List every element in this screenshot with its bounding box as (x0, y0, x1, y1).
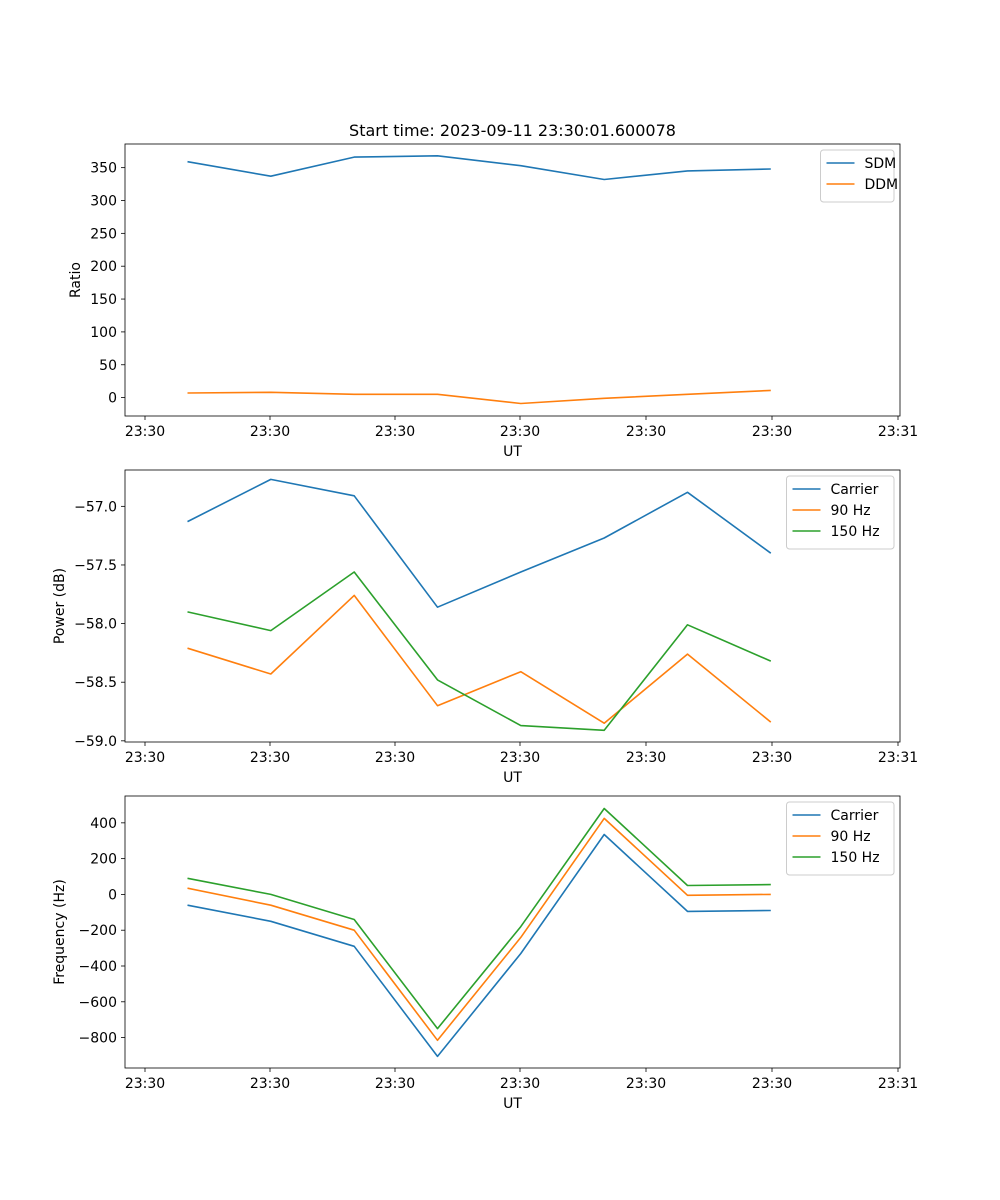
frequency-x-tick-label: 23:30 (752, 1076, 792, 1092)
power-x-tick-label: 23:30 (375, 750, 415, 766)
frequency-series-90-hz (187, 817, 771, 1042)
power-series-150-hz (187, 571, 772, 732)
power-x-tick-label: 23:31 (878, 750, 918, 766)
power-x-tick-label: 23:30 (125, 750, 165, 766)
panel-power: 23:30 23:30 23:30 23:30 23:30 23:30 23:31 −57.0… (52, 469, 918, 786)
power-y-tick-label: −57.5 (74, 558, 117, 574)
frequency-x-tick-label: 23:30 (626, 1076, 666, 1092)
frequency-y-tick-label: 200 (90, 852, 117, 868)
ratio-legend-label: SDM (865, 156, 897, 172)
ratio-y-tick-label: 0 (108, 391, 117, 407)
power-axes-frame (124, 469, 901, 743)
power-legend: Carrier 90 Hz 150 Hz (786, 475, 895, 550)
frequency-y-axis-label: Frequency (Hz) (52, 879, 68, 985)
ratio-x-tick-label: 23:30 (250, 424, 290, 440)
frequency-x-axis-label: UT (503, 1096, 522, 1112)
frequency-y-tick-label: −800 (79, 1031, 117, 1047)
power-legend-label: 90 Hz (831, 503, 871, 519)
power-x-axis-label: UT (503, 770, 522, 786)
power-x-tick-label: 23:30 (752, 750, 792, 766)
frequency-x-tick-label: 23:31 (878, 1076, 918, 1092)
power-y-tick-label: −58.0 (74, 617, 117, 633)
ratio-y-tick-label: 150 (90, 292, 117, 308)
power-legend-label: Carrier (831, 482, 879, 498)
frequency-y-tick-label: −600 (79, 995, 117, 1011)
power-x-tick-label: 23:30 (250, 750, 290, 766)
ratio-y-tick-label: 50 (99, 358, 117, 374)
frequency-y-tick-label: 0 (108, 887, 117, 903)
ratio-x-tick-label: 23:30 (125, 424, 165, 440)
ratio-series-sdm (187, 155, 771, 181)
ratio-x-tick-label: 23:30 (626, 424, 666, 440)
ratio-y-tick-label: 350 (90, 161, 117, 177)
power-y-tick-label: −59.0 (74, 734, 117, 750)
power-series-carrier (187, 478, 772, 609)
frequency-x-tick-label: 23:30 (500, 1076, 540, 1092)
ratio-x-axis-label: UT (503, 444, 522, 460)
ratio-x-tick-label: 23:30 (752, 424, 792, 440)
frequency-x-tick-label: 23:30 (250, 1076, 290, 1092)
power-x-tick-label: 23:30 (500, 750, 540, 766)
ratio-x-tick-label: 23:30 (375, 424, 415, 440)
ratio-y-tick-label: 300 (90, 194, 117, 210)
ratio-axes-frame (124, 143, 901, 417)
ratio-series-ddm (187, 389, 771, 405)
power-y-tick-label: −57.0 (74, 499, 117, 515)
power-series-90-hz (187, 594, 772, 725)
frequency-legend-label: 90 Hz (831, 829, 871, 845)
ratio-x-tick-label: 23:31 (878, 424, 918, 440)
power-x-tick-label: 23:30 (626, 750, 666, 766)
ratio-y-tick-label: 250 (90, 226, 117, 242)
frequency-series-carrier (187, 833, 771, 1058)
frequency-x-tick-label: 23:30 (375, 1076, 415, 1092)
ratio-legend-label: DDM (865, 177, 899, 193)
frequency-axes-frame (124, 795, 901, 1069)
frequency-y-tick-label: 400 (90, 816, 117, 832)
ratio-legend: SDM DDM (820, 149, 899, 203)
frequency-y-tick-label: −400 (79, 959, 117, 975)
ratio-y-tick-label: 200 (90, 259, 117, 275)
frequency-x-tick-label: 23:30 (125, 1076, 165, 1092)
chart-title: Start time: 2023-09-11 23:30:01.600078 (349, 121, 676, 140)
power-y-tick-label: −58.5 (74, 675, 117, 691)
panel-frequency: 23:30 23:30 23:30 23:30 23:30 23:30 23:31 400 20… (52, 795, 918, 1112)
ratio-y-axis-label: Ratio (68, 262, 84, 298)
frequency-y-tick-label: −200 (79, 923, 117, 939)
frequency-series-150-hz (187, 807, 771, 1030)
frequency-legend-label: 150 Hz (831, 850, 880, 866)
ratio-x-tick-label: 23:30 (500, 424, 540, 440)
frequency-legend-label: Carrier (831, 808, 879, 824)
power-y-axis-label: Power (dB) (52, 568, 68, 644)
power-legend-label: 150 Hz (831, 524, 880, 540)
frequency-legend: Carrier 90 Hz 150 Hz (786, 801, 895, 876)
panel-ratio: 23:30 23:30 23:30 23:30 23:30 23:30 23:31 0 50 10… (68, 143, 918, 460)
ratio-y-tick-label: 100 (90, 325, 117, 341)
